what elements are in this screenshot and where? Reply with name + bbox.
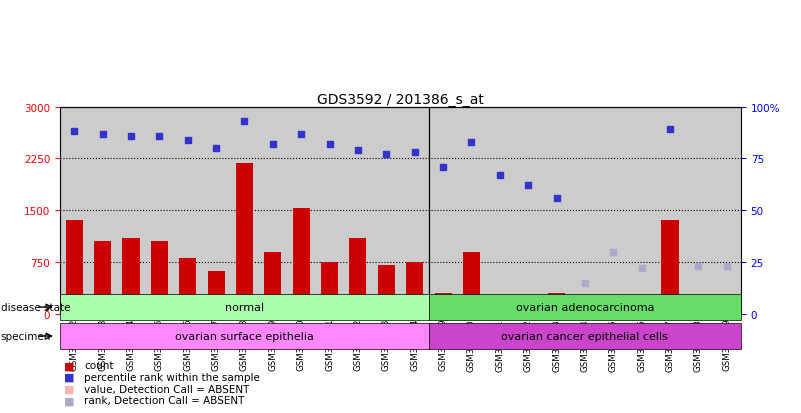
Text: ovarian adenocarcinoma: ovarian adenocarcinoma <box>516 302 654 312</box>
Bar <box>434 293 452 314</box>
Bar <box>236 164 253 314</box>
Text: disease state: disease state <box>1 302 70 312</box>
Point <box>295 131 308 138</box>
Point <box>607 249 620 255</box>
Point <box>68 129 81 135</box>
Point <box>181 137 194 144</box>
Point <box>692 263 705 270</box>
Bar <box>179 259 196 314</box>
Bar <box>463 252 480 314</box>
Point <box>352 147 364 154</box>
Bar <box>429 294 741 320</box>
Bar <box>429 323 741 349</box>
Bar <box>406 262 423 314</box>
Point <box>409 150 421 156</box>
Bar <box>151 242 168 314</box>
Bar <box>378 266 395 314</box>
Bar <box>662 221 678 314</box>
Bar <box>95 242 111 314</box>
Bar <box>66 221 83 314</box>
Point <box>437 164 449 171</box>
Text: ■: ■ <box>64 372 74 382</box>
Bar <box>577 312 594 314</box>
Bar <box>60 294 429 320</box>
Point <box>267 141 280 148</box>
Point <box>153 133 166 140</box>
Point <box>465 139 478 146</box>
Bar <box>264 252 281 314</box>
Bar <box>633 309 650 314</box>
Point <box>238 119 251 125</box>
Point <box>550 195 563 202</box>
Bar <box>123 238 139 314</box>
Bar <box>349 238 366 314</box>
Point <box>210 145 223 152</box>
Title: GDS3592 / 201386_s_at: GDS3592 / 201386_s_at <box>317 93 484 107</box>
Text: value, Detection Call = ABSENT: value, Detection Call = ABSENT <box>84 384 249 394</box>
Text: ■: ■ <box>64 395 74 405</box>
Bar <box>718 311 735 314</box>
Point <box>493 172 506 179</box>
Text: normal: normal <box>225 302 264 312</box>
Bar <box>60 323 429 349</box>
Point <box>521 183 534 189</box>
Text: count: count <box>84 361 114 370</box>
Text: rank, Detection Call = ABSENT: rank, Detection Call = ABSENT <box>84 395 244 405</box>
Point <box>635 265 648 272</box>
Text: percentile rank within the sample: percentile rank within the sample <box>84 372 260 382</box>
Point <box>663 127 676 133</box>
Text: ■: ■ <box>64 384 74 394</box>
Bar <box>292 209 310 314</box>
Point <box>323 141 336 148</box>
Point <box>578 280 591 286</box>
Bar <box>207 271 224 314</box>
Text: ovarian cancer epithelial cells: ovarian cancer epithelial cells <box>501 331 668 341</box>
Bar <box>321 262 338 314</box>
Bar <box>548 293 565 314</box>
Point <box>96 131 109 138</box>
Point <box>380 152 392 158</box>
Point <box>125 133 138 140</box>
Bar <box>605 309 622 314</box>
Text: ovarian surface epithelia: ovarian surface epithelia <box>175 331 314 341</box>
Point <box>720 263 733 270</box>
Text: ■: ■ <box>64 361 74 370</box>
Bar <box>520 297 537 314</box>
Bar <box>690 310 706 314</box>
Bar <box>491 298 509 314</box>
Text: specimen: specimen <box>1 331 51 341</box>
